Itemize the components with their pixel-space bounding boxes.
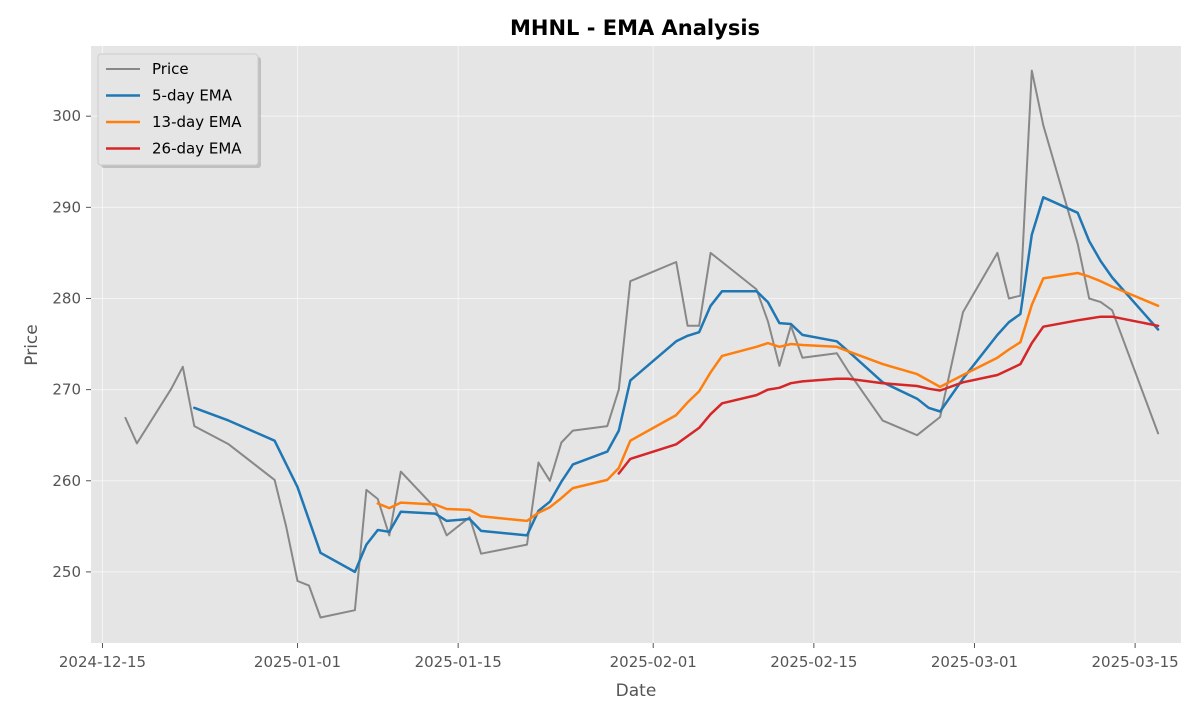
y-axis-title: Price [22, 324, 42, 365]
y-tick-label: 300 [52, 107, 81, 125]
legend-box [97, 53, 259, 166]
legend-label: 5-day EMA [152, 87, 233, 105]
legend-label: 26-day EMA [152, 140, 242, 158]
legend-label: 13-day EMA [152, 113, 242, 131]
y-tick-label: 270 [52, 381, 81, 399]
x-tick-label: 2025-03-15 [1092, 653, 1179, 671]
x-tick-label: 2024-12-15 [59, 653, 146, 671]
y-tick-label: 260 [52, 472, 81, 490]
series-line-26-day-ema [617, 315, 1160, 475]
axes: 2024-12-15 2025-01-01 2025-01-15 2025-02-01… [52, 107, 1178, 671]
series-line-13-day-ema [376, 271, 1160, 523]
x-tick-label: 2025-01-15 [415, 653, 502, 671]
y-tick-label: 290 [52, 198, 81, 216]
series-line-5-day-ema [193, 196, 1160, 574]
series-line-price [124, 69, 1160, 619]
y-tick-label: 280 [52, 289, 81, 307]
grid-lines [91, 46, 1181, 643]
x-tick-label: 2025-03-01 [931, 653, 1018, 671]
x-tick-label: 2025-01-01 [254, 653, 341, 671]
chart-title: MHNL - EMA Analysis [510, 16, 760, 40]
x-tick-label: 2025-02-01 [610, 653, 697, 671]
plot-area [91, 46, 1181, 643]
x-axis-title: Date [616, 681, 657, 701]
series-lines [124, 69, 1160, 619]
x-tick-label: 2025-02-15 [770, 653, 857, 671]
y-tick-label: 250 [52, 563, 81, 581]
legend-label: Price [152, 60, 189, 78]
legend: Price 5-day EMA 13-day EMA 26-day EMA [97, 53, 261, 168]
